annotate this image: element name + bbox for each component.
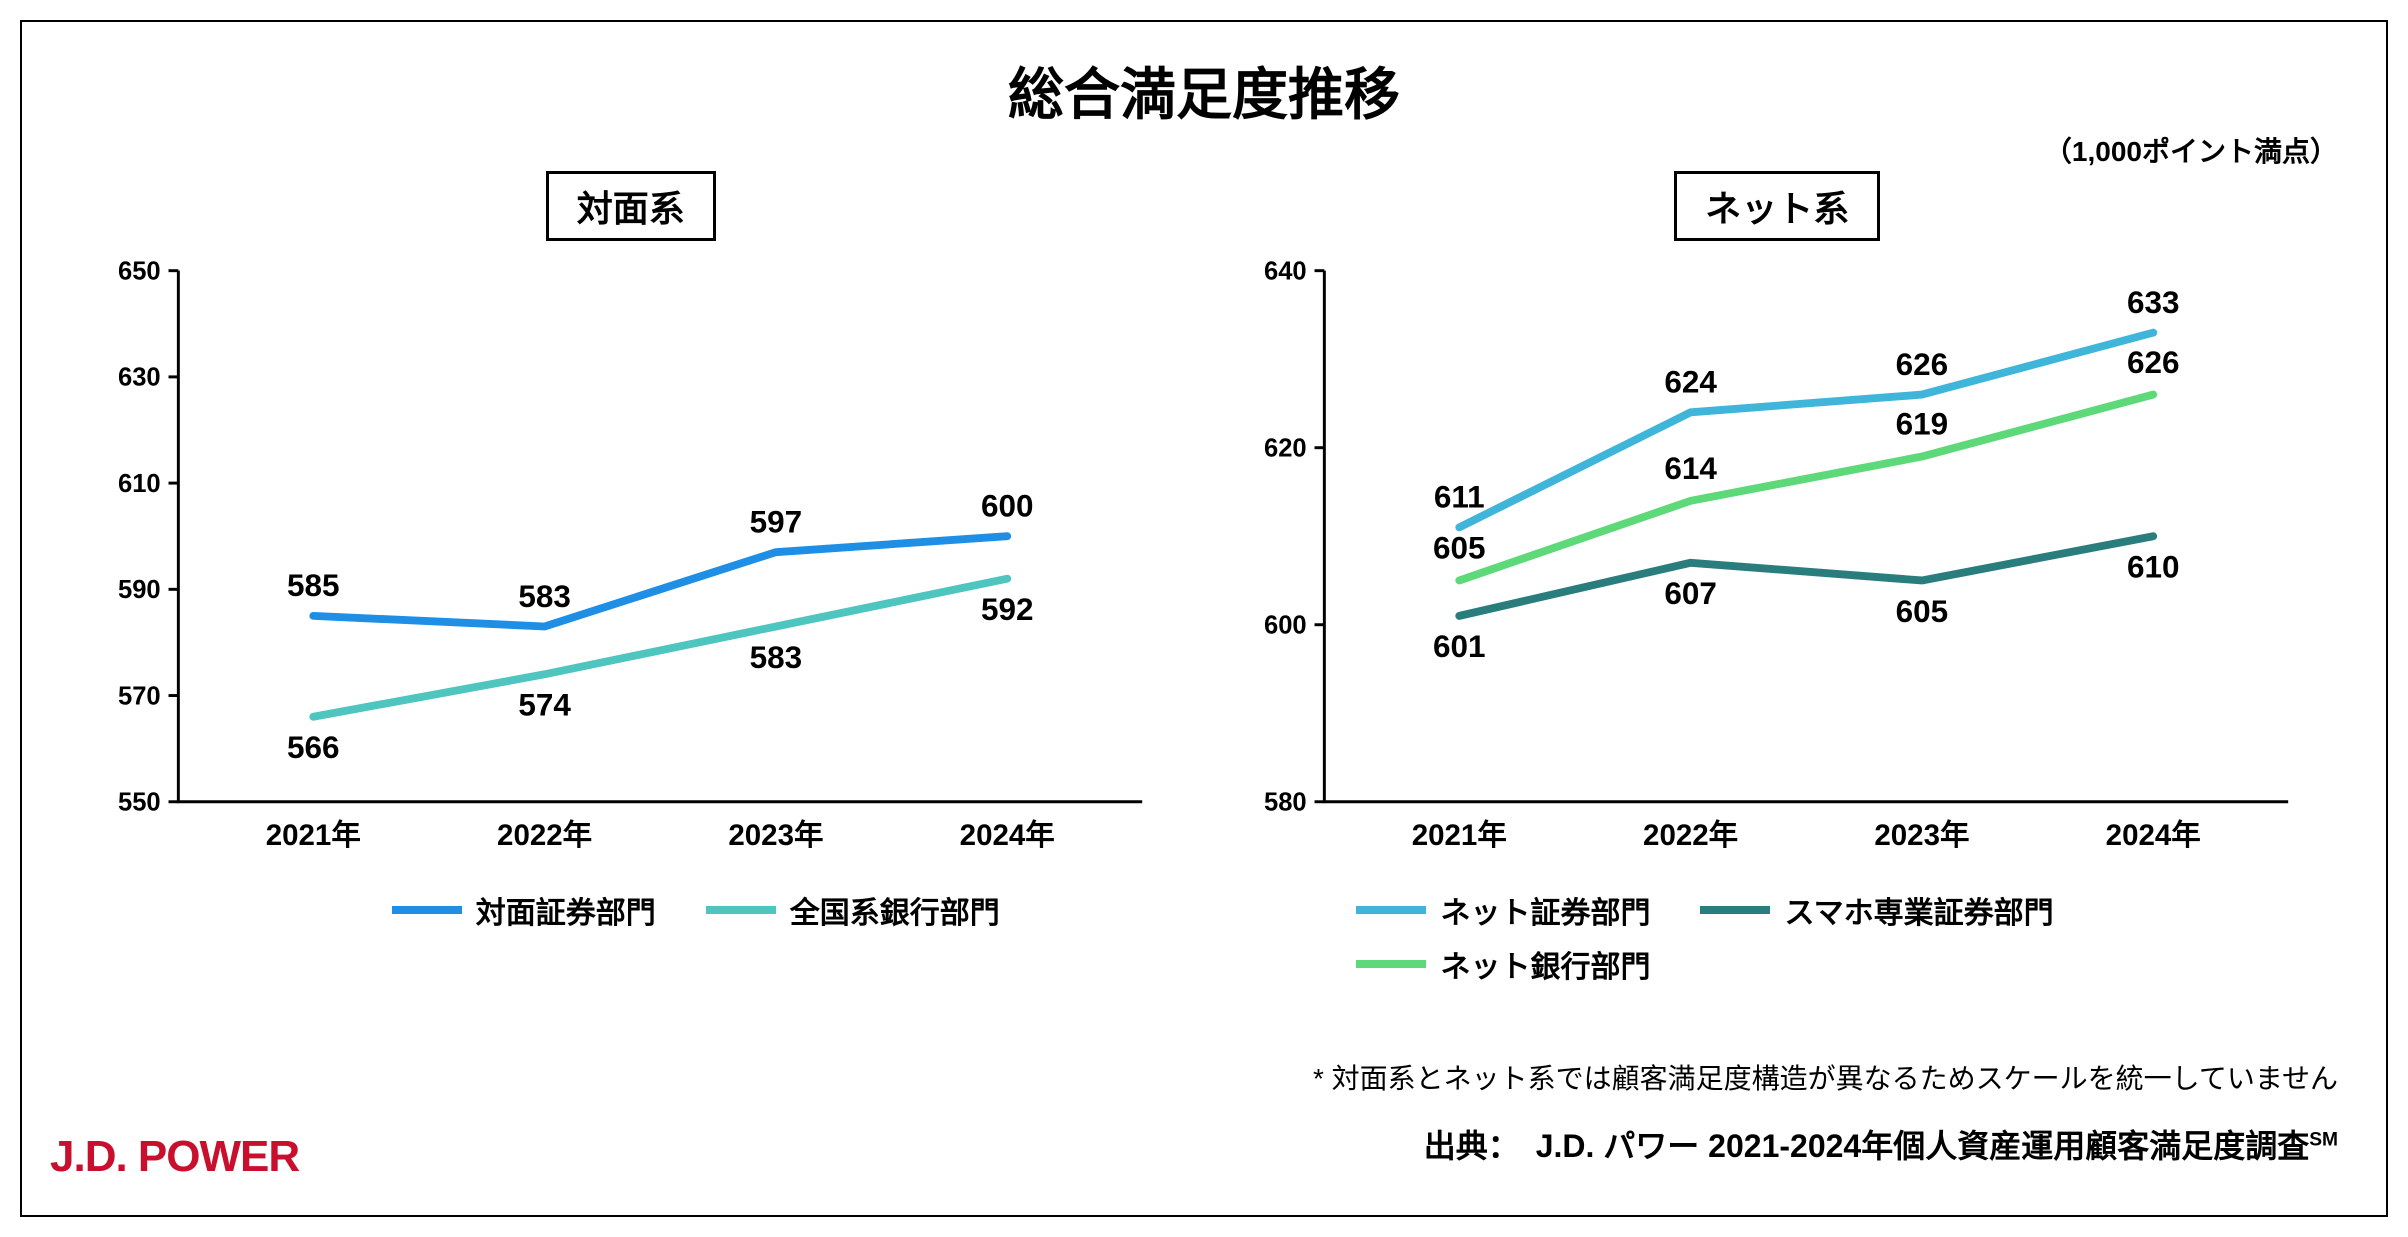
legend-label: 対面証券部門 [476, 888, 656, 932]
svg-text:2024年: 2024年 [960, 819, 1055, 852]
svg-text:2022年: 2022年 [497, 819, 592, 852]
legend-swatch [1356, 906, 1426, 914]
svg-text:605: 605 [1896, 594, 1949, 629]
svg-text:620: 620 [1264, 435, 1307, 463]
source-line: 出典： J.D. パワー 2021-2024年個人資産運用顧客満足度調査SM [1424, 1121, 2338, 1167]
legend-label: ネット証券部門 [1440, 888, 1650, 932]
svg-text:570: 570 [118, 682, 161, 710]
legend-item: スマホ専業証券部門 [1700, 888, 2053, 932]
legend-label: スマホ専業証券部門 [1784, 888, 2053, 932]
left-chart-block: 対面系 550 570 590 610 630 650 2021年 2022年 2023年 202… [80, 171, 1182, 986]
legend-item: 対面証券部門 [392, 888, 656, 932]
svg-text:640: 640 [1264, 258, 1307, 286]
svg-text:2021年: 2021年 [266, 819, 361, 852]
svg-text:566: 566 [287, 730, 340, 765]
svg-text:614: 614 [1665, 451, 1718, 486]
svg-text:610: 610 [2127, 550, 2180, 585]
legend-swatch [392, 906, 462, 914]
svg-text:619: 619 [1896, 407, 1949, 442]
svg-text:630: 630 [118, 364, 161, 392]
svg-text:600: 600 [981, 489, 1034, 524]
legend-item: ネット銀行部門 [1356, 942, 1650, 986]
right-chart-block: ネット系 580 600 620 640 2021年 2022年 2023年 2024年 611… [1226, 171, 2328, 986]
svg-text:626: 626 [1896, 347, 1949, 382]
svg-text:590: 590 [118, 576, 161, 604]
left-chart-svg: 550 570 590 610 630 650 2021年 2022年 2023年 2024年 58… [80, 251, 1182, 880]
left-chart-subtitle: 対面系 [546, 171, 716, 241]
svg-text:605: 605 [1434, 531, 1487, 566]
svg-text:601: 601 [1434, 629, 1487, 664]
legend-swatch [1700, 906, 1770, 914]
footnote: * 対面系とネット系では顧客満足度構造が異なるためスケールを統一していません [1313, 1057, 2338, 1097]
legend-item: 全国系銀行部門 [706, 888, 1000, 932]
svg-text:624: 624 [1665, 365, 1718, 400]
right-chart-svg: 580 600 620 640 2021年 2022年 2023年 2024年 611 624 62… [1226, 251, 2328, 880]
svg-text:2023年: 2023年 [728, 819, 823, 852]
svg-text:550: 550 [118, 789, 161, 817]
svg-text:2023年: 2023年 [1875, 819, 1970, 852]
charts-row: 対面系 550 570 590 610 630 650 2021年 2022年 2023年 202… [50, 171, 2358, 986]
source-sm: SM [2309, 1129, 2338, 1150]
svg-text:574: 574 [518, 688, 571, 723]
jd-power-logo: J.D. POWER [50, 1132, 299, 1182]
svg-text:2024年: 2024年 [2106, 819, 2201, 852]
chart-title: 総合満足度推移 [50, 50, 2358, 131]
svg-text:610: 610 [118, 470, 161, 498]
right-chart-subtitle: ネット系 [1674, 171, 1880, 241]
svg-text:2021年: 2021年 [1412, 819, 1507, 852]
svg-text:585: 585 [287, 568, 340, 603]
svg-text:633: 633 [2127, 285, 2180, 320]
scale-note: （1,000ポイント満点） [2044, 130, 2338, 170]
source-text: 出典： J.D. パワー 2021-2024年個人資産運用顧客満足度調査 [1424, 1128, 2310, 1164]
right-chart-legend: ネット証券部門 スマホ専業証券部門ネット銀行部門 [1226, 888, 2328, 986]
legend-item: ネット証券部門 [1356, 888, 1650, 932]
legend-swatch [1356, 960, 1426, 968]
svg-text:650: 650 [118, 258, 161, 286]
legend-label: 全国系銀行部門 [790, 888, 1000, 932]
svg-text:583: 583 [750, 640, 803, 675]
svg-text:607: 607 [1665, 576, 1718, 611]
svg-text:583: 583 [518, 579, 571, 614]
svg-text:592: 592 [981, 592, 1034, 627]
svg-text:2022年: 2022年 [1644, 819, 1739, 852]
legend-label: ネット銀行部門 [1440, 942, 1650, 986]
svg-text:580: 580 [1264, 789, 1307, 817]
svg-text:600: 600 [1264, 612, 1307, 640]
svg-text:597: 597 [750, 504, 803, 539]
left-chart-legend: 対面証券部門 全国系銀行部門 [262, 888, 1000, 932]
svg-text:626: 626 [2127, 345, 2180, 380]
legend-swatch [706, 906, 776, 914]
svg-text:611: 611 [1434, 480, 1485, 515]
